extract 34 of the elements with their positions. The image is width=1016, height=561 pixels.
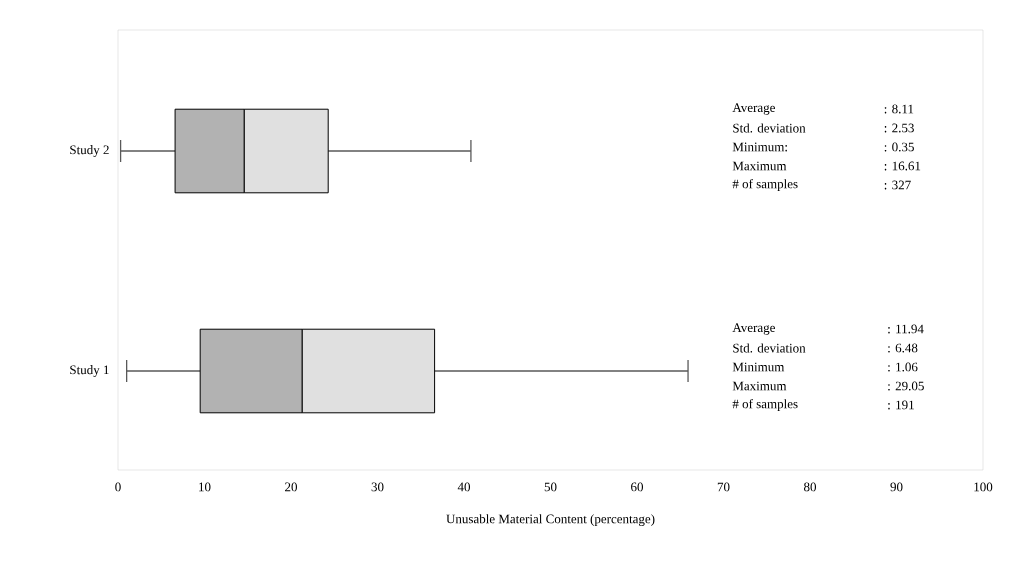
x-tick-label: 80 [804, 482, 817, 492]
annotation: : 8.11 [884, 104, 914, 114]
annotation: : 1.06 [888, 362, 918, 372]
x-tick-label: 10 [199, 482, 211, 492]
x-tick-label: 30 [371, 482, 384, 492]
annotation: : 29.05 [888, 381, 924, 391]
annotation: : 16.61 [884, 161, 921, 171]
annotation: # of samples [732, 179, 798, 191]
annotation: Minimum [732, 362, 785, 372]
y-tick-label: Study 1 [70, 365, 109, 377]
annotation: Maximum [732, 381, 787, 391]
annotation: Minimum: [732, 142, 787, 152]
x-tick-label: 90 [890, 482, 903, 492]
annotation: Average [732, 103, 775, 115]
x-tick-label: 20 [285, 482, 297, 492]
annotation: Maximum [732, 161, 787, 171]
y-tick-label: Study 2 [70, 145, 109, 157]
x-tick-label: 100 [974, 482, 993, 492]
annotation: Std. deviation [733, 123, 806, 133]
annotation: : 11.94 [888, 324, 924, 334]
annotation: : 0.35 [884, 142, 914, 152]
x-tick-label: 50 [544, 482, 557, 492]
x-tick-label: 40 [457, 482, 471, 492]
annotation: Std. deviation [733, 343, 806, 353]
annotation: : 327 [884, 180, 911, 190]
annotation: : 2.53 [884, 123, 914, 133]
x-tick-label: 70 [717, 482, 730, 492]
annotation: : 191 [888, 400, 914, 410]
x-tick-label: 60 [631, 482, 644, 492]
annotation: Average [732, 323, 775, 335]
x-tick-label: 0 [115, 482, 121, 492]
x-axis-title: Unusable Material Content (percentage) [446, 514, 655, 527]
annotation: # of samples [732, 399, 798, 411]
annotation: : 6.48 [888, 343, 918, 353]
